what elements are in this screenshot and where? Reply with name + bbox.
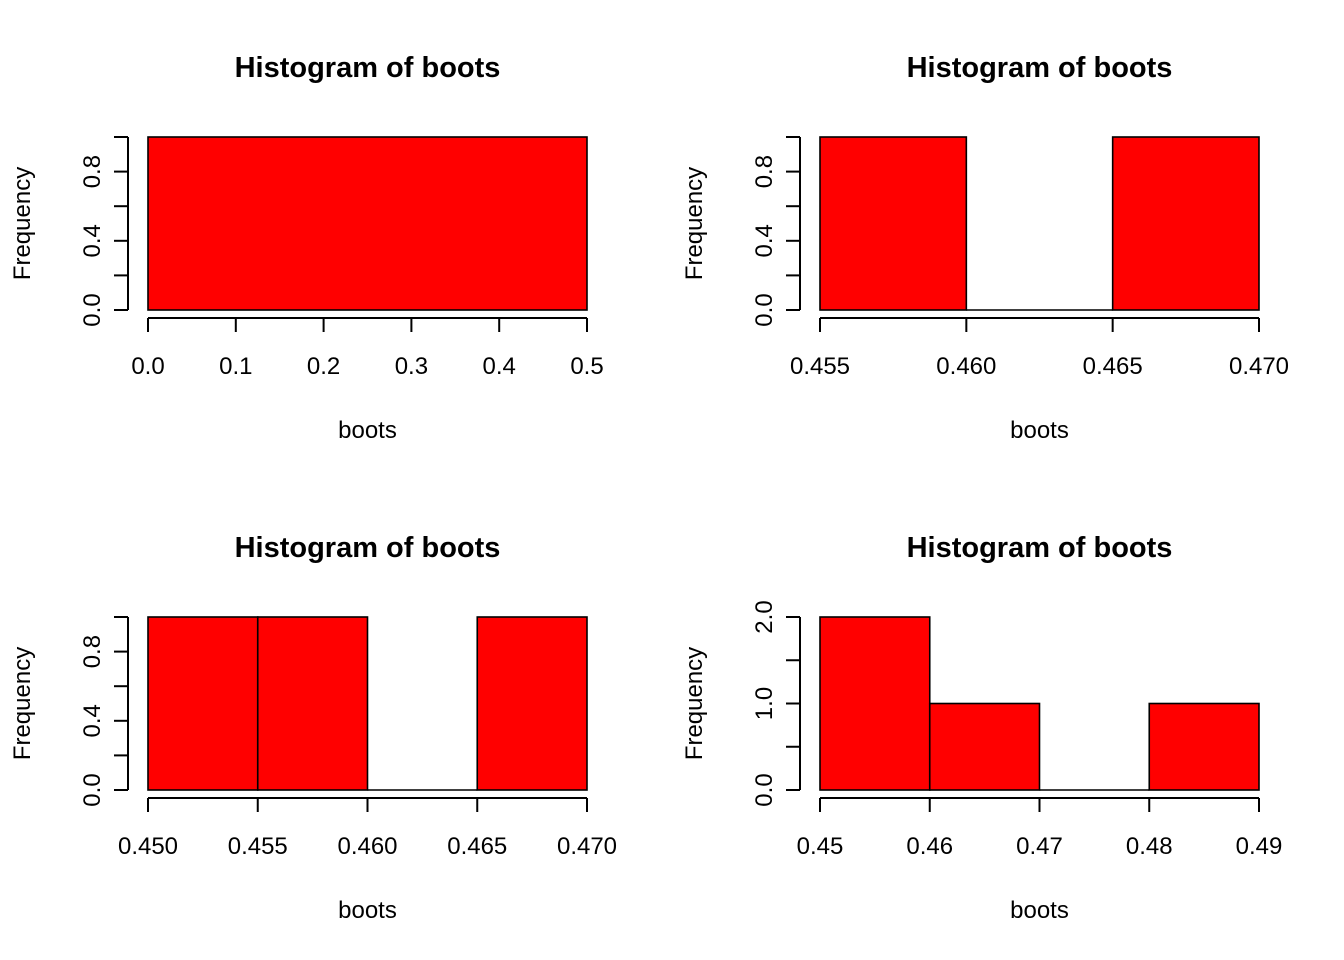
x-tick-label: 0.470 xyxy=(557,833,617,860)
y-tick-label: 0.4 xyxy=(751,224,778,257)
histogram-bar xyxy=(1148,702,1260,791)
histogram-panel-2: Histogram of boots 0.455 0.460 0.465 0.470 bo… xyxy=(681,52,1289,444)
y-tick-label: 0.0 xyxy=(751,773,778,806)
histogram-bar xyxy=(476,616,588,791)
y-axis-label: Frequency xyxy=(9,647,36,760)
x-tick-label: 0.450 xyxy=(118,833,178,860)
x-tick-label: 0.5 xyxy=(570,353,603,380)
chart-title: Histogram of boots xyxy=(907,52,1173,84)
x-tick-label: 0.49 xyxy=(1236,833,1283,860)
y-tick-label: 0.8 xyxy=(79,155,106,188)
x-tick-label: 0.465 xyxy=(1083,353,1143,380)
chart-title: Histogram of boots xyxy=(235,52,501,84)
x-axis-label: boots xyxy=(1010,897,1069,924)
y-tick-label: 0.0 xyxy=(79,773,106,806)
y-tick-label: 0.0 xyxy=(751,293,778,326)
x-tick-label: 0.1 xyxy=(219,353,252,380)
x-tick-label: 0.460 xyxy=(337,833,397,860)
y-tick-label: 0.0 xyxy=(79,293,106,326)
histogram-bar xyxy=(147,616,259,791)
x-tick-label: 0.465 xyxy=(447,833,507,860)
y-axis-label: Frequency xyxy=(9,167,36,280)
y-tick-label: 2.0 xyxy=(751,600,778,633)
x-axis-label: boots xyxy=(338,897,397,924)
y-tick-label: 0.4 xyxy=(79,704,106,737)
x-tick-label: 0.0 xyxy=(131,353,164,380)
chart-title: Histogram of boots xyxy=(907,532,1173,564)
histogram-bar xyxy=(147,136,588,311)
chart-title: Histogram of boots xyxy=(235,532,501,564)
histogram-bar xyxy=(928,702,1041,791)
y-axis-label: Frequency xyxy=(681,647,708,760)
x-tick-label: 0.470 xyxy=(1229,353,1289,380)
x-axis-label: boots xyxy=(338,417,397,444)
histogram-bar xyxy=(819,616,931,791)
x-tick-label: 0.2 xyxy=(307,353,340,380)
y-tick-label: 0.8 xyxy=(79,635,106,668)
x-axis-label: boots xyxy=(1010,417,1069,444)
y-tick-label: 0.4 xyxy=(79,224,106,257)
y-tick-label: 0.8 xyxy=(751,155,778,188)
histogram-panel-4: Histogram of boots 0.45 0.46 0.47 0.48 0.49 bo… xyxy=(681,532,1282,924)
histogram-bar xyxy=(1111,136,1260,311)
x-tick-label: 0.47 xyxy=(1016,833,1063,860)
x-tick-label: 0.48 xyxy=(1126,833,1173,860)
x-tick-label: 0.45 xyxy=(797,833,844,860)
x-tick-label: 0.455 xyxy=(790,353,850,380)
x-tick-label: 0.455 xyxy=(228,833,288,860)
histogram-panel-1: Histogram of boots 0.0 0.1 0.2 0.3 0.4 0.5 boot… xyxy=(9,52,604,444)
histogram-bar xyxy=(256,616,369,791)
histogram-bar xyxy=(819,136,968,311)
x-tick-label: 0.4 xyxy=(483,353,516,380)
x-tick-label: 0.46 xyxy=(906,833,953,860)
histogram-panel-3: Histogram of boots 0.450 0.455 0.460 0.465 0.… xyxy=(9,532,617,924)
x-tick-label: 0.460 xyxy=(936,353,996,380)
y-tick-label: 1.0 xyxy=(751,687,778,720)
y-axis-label: Frequency xyxy=(681,167,708,280)
x-tick-label: 0.3 xyxy=(395,353,428,380)
